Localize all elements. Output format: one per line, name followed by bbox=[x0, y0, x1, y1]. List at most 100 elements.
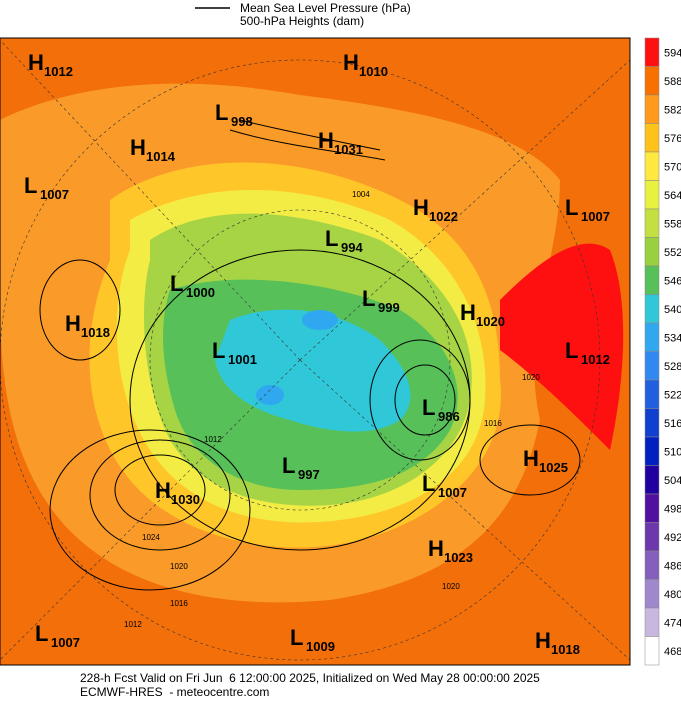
center-letter: H bbox=[318, 128, 334, 153]
center-letter: H bbox=[28, 50, 44, 75]
contour-label: 1024 bbox=[142, 533, 160, 542]
center-letter: L bbox=[422, 395, 435, 420]
colorbar-box bbox=[644, 550, 660, 580]
colorbar-box bbox=[644, 37, 660, 67]
center-value: 1007 bbox=[438, 485, 467, 500]
center-letter: L bbox=[565, 338, 578, 363]
colorbar-box bbox=[644, 465, 660, 495]
center-value: 994 bbox=[341, 240, 363, 255]
contour-label: 1012 bbox=[124, 620, 142, 629]
center-value: 986 bbox=[438, 409, 460, 424]
colorbar-label: 582 bbox=[664, 104, 681, 116]
contour-label: 1020 bbox=[442, 582, 460, 591]
contour-label: 1016 bbox=[170, 599, 188, 608]
center-letter: H bbox=[155, 478, 171, 503]
center-value: 1022 bbox=[429, 209, 458, 224]
colorbar-label: 546 bbox=[664, 275, 681, 287]
map bbox=[0, 37, 631, 666]
colorbar-label: 558 bbox=[664, 218, 681, 230]
colorbar-box bbox=[644, 579, 660, 609]
center-value: 1023 bbox=[444, 550, 473, 565]
center-value: 1020 bbox=[476, 314, 505, 329]
colorbar-box bbox=[644, 493, 660, 523]
colorbar-label: 564 bbox=[664, 190, 681, 202]
colorbar-box bbox=[644, 237, 660, 267]
colorbar-box bbox=[644, 151, 660, 181]
center-letter: H bbox=[413, 195, 429, 220]
center-letter: L bbox=[24, 173, 37, 198]
colorbar-box bbox=[644, 180, 660, 210]
colorbar-box bbox=[644, 408, 660, 438]
colorbar-label: 588 bbox=[664, 76, 681, 88]
center-value: 1007 bbox=[51, 635, 80, 650]
center-value: 1007 bbox=[581, 209, 610, 224]
colorbar-box bbox=[644, 208, 660, 238]
center-letter: H bbox=[428, 536, 444, 561]
colorbar-box bbox=[644, 522, 660, 552]
colorbar-label: 594 bbox=[664, 47, 681, 59]
colorbar-label: 540 bbox=[664, 304, 681, 316]
center-value: 1012 bbox=[581, 352, 610, 367]
center-letter: H bbox=[343, 50, 359, 75]
colorbar-label: 552 bbox=[664, 247, 681, 259]
center-value: 1025 bbox=[539, 460, 568, 475]
colorbar-box bbox=[644, 607, 660, 637]
contour-label: 1012 bbox=[204, 435, 222, 444]
contour-label: 1020 bbox=[170, 562, 188, 571]
center-letter: L bbox=[422, 471, 435, 496]
colorbar-box bbox=[644, 322, 660, 352]
contour-label: 1016 bbox=[484, 419, 502, 428]
colorbar-label: 516 bbox=[664, 418, 681, 430]
contour-label: 1004 bbox=[352, 190, 370, 199]
center-value: 1000 bbox=[186, 285, 215, 300]
center-value: 1018 bbox=[551, 642, 580, 657]
colorbar-label: 528 bbox=[664, 361, 681, 373]
colorbar-box bbox=[644, 351, 660, 381]
center-value: 1010 bbox=[359, 64, 388, 79]
legend-text: Mean Sea Level Pressure (hPa) bbox=[240, 1, 411, 15]
center-value: 997 bbox=[298, 467, 320, 482]
colorbar-label: 522 bbox=[664, 389, 681, 401]
center-letter: H bbox=[460, 300, 476, 325]
center-value: 1014 bbox=[146, 149, 176, 164]
colorbar-label: 486 bbox=[664, 560, 681, 572]
colorbar-box bbox=[644, 636, 660, 666]
center-value: 1031 bbox=[334, 142, 363, 157]
footer-text: ECMWF-HRES - meteocentre.com bbox=[80, 685, 269, 699]
colorbar-box bbox=[644, 294, 660, 324]
colorbar-box bbox=[644, 66, 660, 96]
footer-text: 228-h Fcst Valid on Fri Jun 6 12:00:00 2… bbox=[80, 671, 540, 685]
center-letter: L bbox=[565, 195, 578, 220]
center-letter: L bbox=[362, 286, 375, 311]
center-value: 1007 bbox=[40, 187, 69, 202]
center-letter: L bbox=[325, 226, 338, 251]
colorbar-box bbox=[644, 265, 660, 295]
contour-label: 1020 bbox=[522, 373, 540, 382]
center-letter: L bbox=[290, 625, 303, 650]
colorbar-label: 570 bbox=[664, 161, 681, 173]
center-value: 1018 bbox=[81, 325, 110, 340]
center-letter: L bbox=[282, 453, 295, 478]
colorbar-label: 468 bbox=[664, 646, 681, 658]
center-letter: L bbox=[170, 271, 183, 296]
colorbar-label: 492 bbox=[664, 532, 681, 544]
center-letter: L bbox=[35, 621, 48, 646]
colorbar-label: 576 bbox=[664, 133, 681, 145]
colorbar: 594 588 582 576 570 564 558 552 546 540 534 528 522 5… bbox=[644, 37, 681, 666]
center-letter: L bbox=[212, 338, 225, 363]
colorbar-label: 474 bbox=[664, 617, 681, 629]
colorbar-box bbox=[644, 123, 660, 153]
center-letter: H bbox=[65, 311, 81, 336]
colorbar-box bbox=[644, 94, 660, 124]
colorbar-label: 510 bbox=[664, 446, 681, 458]
center-letter: L bbox=[215, 100, 228, 125]
colorbar-box bbox=[644, 436, 660, 466]
center-value: 1012 bbox=[44, 64, 73, 79]
center-letter: H bbox=[535, 628, 551, 653]
legend-text: 500-hPa Heights (dam) bbox=[240, 14, 364, 28]
colorbar-box bbox=[644, 379, 660, 409]
center-letter: H bbox=[130, 135, 146, 160]
center-value: 999 bbox=[378, 300, 400, 315]
center-value: 1009 bbox=[306, 639, 335, 654]
